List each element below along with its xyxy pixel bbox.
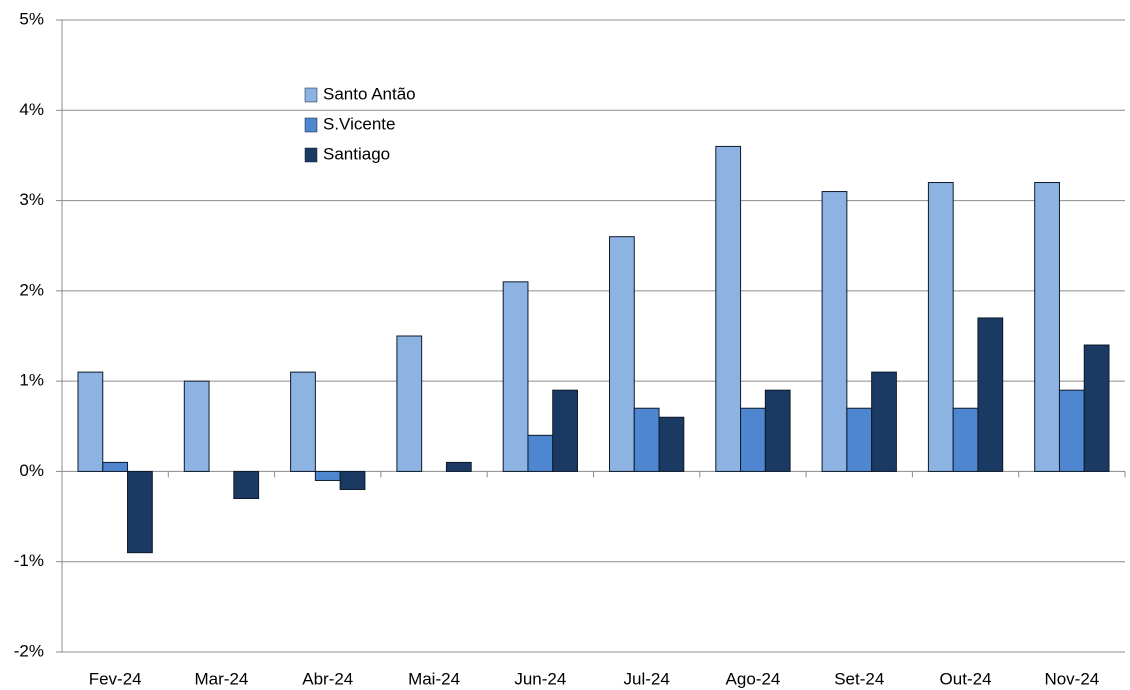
bar [314,470,341,481]
bar [764,389,791,472]
bar [1034,182,1060,472]
bar [102,461,129,472]
bar [927,182,954,472]
bar [633,407,660,472]
legend-label: S.Vicente [323,114,395,133]
x-tick-label: Jul-24 [623,669,669,688]
legend-swatch [304,147,318,163]
bar [77,371,104,472]
bar [339,470,366,490]
bar [445,461,472,472]
bar [502,281,529,472]
x-tick-label: Out-24 [940,669,992,688]
bar [871,371,897,472]
y-tick-label: 5% [19,9,44,28]
y-tick-label: 4% [19,100,44,119]
legend-swatch [304,87,318,103]
x-tick-label: Fev-24 [89,669,142,688]
bar [846,407,873,472]
bar [396,335,423,472]
bar [609,236,635,472]
x-tick-label: Mai-24 [408,669,460,688]
legend-label: Santiago [323,144,390,163]
bar [1083,344,1110,472]
bar [977,317,1004,472]
bar [527,434,554,472]
bar [233,470,260,500]
x-tick-label: Abr-24 [302,669,353,688]
bar [127,470,153,554]
bar [290,371,316,472]
bar [952,407,979,472]
y-tick-label: 3% [19,190,44,209]
x-tick-label: Jun-24 [514,669,566,688]
y-tick-label: 0% [19,461,44,480]
y-tick-label: 1% [19,371,44,390]
bar [740,407,766,472]
bar [1058,389,1085,472]
x-tick-label: Ago-24 [726,669,781,688]
bar [821,191,848,472]
y-tick-label: -1% [14,551,44,570]
x-tick-label: Nov-24 [1044,669,1099,688]
bar [658,416,685,472]
bar [552,389,579,472]
y-tick-label: -2% [14,641,44,660]
x-tick-label: Mar-24 [195,669,249,688]
bar [183,380,210,472]
legend-label: Santo Antão [323,84,416,103]
x-tick-label: Set-24 [834,669,884,688]
bar [715,145,742,472]
y-tick-label: 2% [19,280,44,299]
legend-swatch [304,117,318,133]
